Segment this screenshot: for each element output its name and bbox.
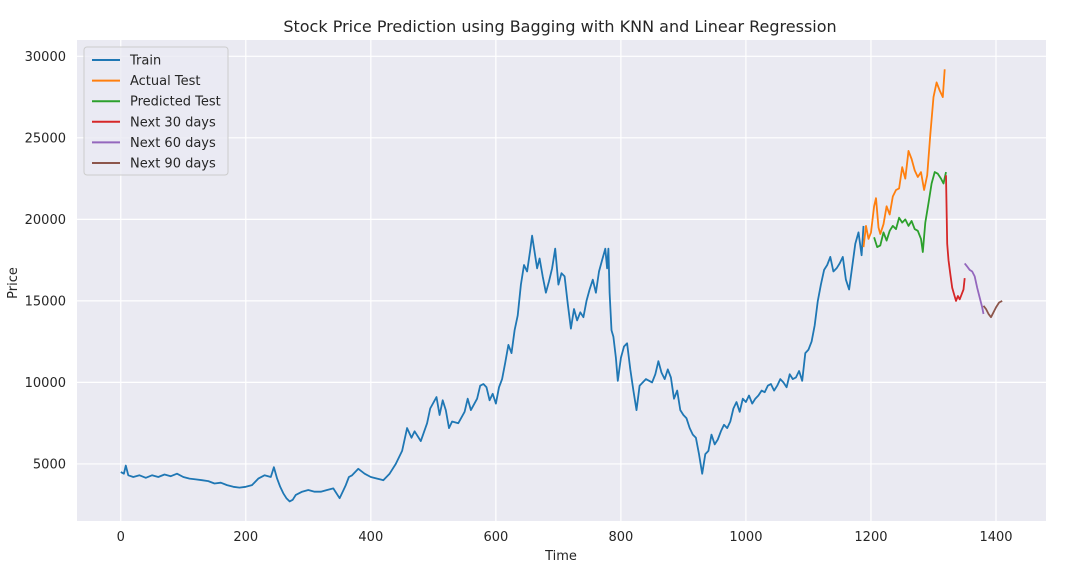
legend-entry: Next 30 days [130, 115, 216, 130]
y-tick-label: 30000 [25, 50, 66, 65]
legend-entry: Next 60 days [130, 136, 216, 151]
y-axis-ticks: 5000 10000 15000 20000 25000 30000 [25, 50, 66, 473]
legend: Train Actual Test Predicted Test Next 30 da… [83, 46, 229, 176]
gridlines [77, 40, 1046, 521]
series-line-1 [862, 69, 946, 248]
x-tick-label: 400 [358, 530, 383, 545]
series-line-0 [120, 225, 865, 503]
x-axis-ticks: 0 200 400 600 800 1000 1200 1400 [117, 530, 1013, 545]
y-axis-label: Price [6, 267, 21, 299]
x-tick-label: 600 [483, 530, 508, 545]
y-tick-label: 15000 [25, 294, 66, 309]
series-lines [120, 69, 1003, 503]
x-tick-label: 200 [233, 530, 258, 545]
plot-area [77, 40, 1046, 521]
legend-entry: Predicted Test [130, 95, 221, 110]
series-line-2 [873, 171, 947, 253]
y-tick-label: 20000 [25, 213, 66, 228]
y-tick-label: 5000 [33, 457, 66, 472]
x-tick-label: 0 [117, 530, 125, 545]
chart-title: Stock Price Prediction using Bagging wit… [283, 17, 836, 36]
legend-entry: Actual Test [130, 74, 200, 89]
x-tick-label: 1000 [729, 530, 762, 545]
x-tick-label: 1400 [979, 530, 1012, 545]
y-tick-label: 25000 [25, 131, 66, 146]
series-line-4 [963, 262, 985, 315]
x-tick-label: 1200 [854, 530, 887, 545]
x-tick-label: 800 [608, 530, 633, 545]
series-line-3 [945, 175, 966, 302]
series-line-5 [982, 300, 1003, 319]
legend-entry: Next 90 days [130, 157, 216, 172]
legend-entry: Train [129, 54, 161, 69]
y-tick-label: 10000 [25, 376, 66, 391]
x-axis-label: Time [544, 549, 577, 564]
